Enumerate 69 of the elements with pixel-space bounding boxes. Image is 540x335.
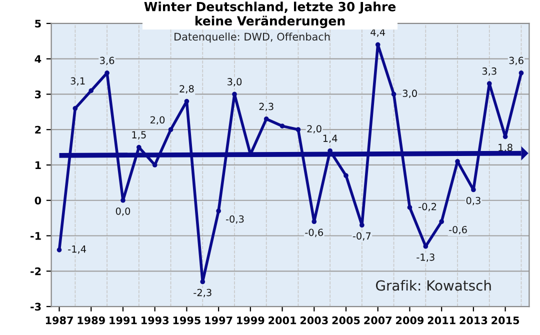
y-tick-label: -3 (30, 302, 41, 311)
y-tick-label: 5 (35, 20, 41, 28)
x-tick-label: 2009 (396, 316, 424, 324)
x-tick-label: 1999 (237, 316, 264, 324)
x-tick-label: 2007 (364, 316, 392, 324)
y-tick-label: 1 (36, 161, 41, 169)
point (455, 159, 460, 164)
data-label: 3,0 (402, 90, 417, 98)
data-label: -0,6 (305, 228, 324, 238)
x-tick-label: 2001 (268, 316, 296, 324)
data-label: 3,6 (100, 56, 114, 66)
chart-title: Winter Deutschland, letzte 30 Jahre keine Veränderungen (144, 2, 396, 28)
data-label: 3,6 (509, 56, 524, 66)
annotation: Datenquelle: DWD, Offenbach (174, 32, 330, 43)
y-tick-label: 3 (35, 90, 41, 98)
x-tick-label: 2015 (492, 316, 520, 324)
x-tick-label: 1991 (110, 316, 137, 324)
y-tick-label: -1 (30, 232, 41, 240)
data-label: 1,4 (323, 134, 338, 143)
point (518, 70, 524, 76)
point (439, 219, 444, 224)
data-label: 1,5 (132, 131, 146, 140)
data-label: -0,7 (352, 232, 371, 241)
x-tick-label: 1995 (173, 316, 200, 324)
y-tick-label: 2 (35, 126, 41, 134)
point (216, 208, 221, 214)
annotation: Grafik: Kowatsch (376, 280, 491, 291)
point (104, 70, 110, 76)
point (56, 247, 62, 252)
y-tick-label: 0 (34, 196, 42, 204)
x-tick-label: 1987 (46, 316, 73, 324)
point (312, 219, 317, 224)
y-tick-label: -2 (30, 267, 41, 276)
data-label: 0,0 (116, 207, 130, 216)
x-tick-label: 2011 (428, 316, 456, 324)
point (264, 116, 269, 122)
x-tick-label: 1993 (142, 316, 169, 324)
y-tick-label: 4 (34, 55, 42, 63)
point (344, 173, 348, 178)
x-tick-label: 2005 (332, 316, 360, 324)
data-label: -2,3 (194, 288, 212, 298)
x-tick-label: 1989 (78, 316, 105, 324)
data-label: -1,3 (416, 253, 434, 262)
point (184, 98, 190, 104)
data-label: 0,3 (466, 196, 480, 206)
x-tick-label: 2003 (300, 316, 328, 324)
x-tick-label: 2013 (460, 316, 488, 324)
point (391, 92, 396, 97)
x-tick-label: 1997 (205, 316, 232, 324)
data-label: 3,1 (70, 77, 85, 86)
data-label: -0,2 (418, 202, 436, 212)
data-label: -1,4 (68, 246, 86, 254)
data-label: 3,3 (482, 67, 496, 76)
data-label: -0,3 (226, 215, 244, 224)
point (296, 127, 301, 132)
data-label: 2,0 (150, 116, 165, 125)
data-label: 2,3 (259, 102, 274, 112)
point (360, 222, 364, 228)
data-label: 2,0 (307, 125, 322, 134)
data-label: 2,8 (180, 85, 194, 94)
point (88, 88, 94, 94)
point (200, 279, 206, 284)
point (72, 106, 78, 111)
data-label: 1,8 (498, 144, 512, 152)
point (407, 205, 412, 210)
point (280, 124, 285, 128)
data-label: 3,0 (228, 78, 242, 86)
point (168, 127, 174, 132)
data-label: -0,6 (449, 226, 467, 234)
